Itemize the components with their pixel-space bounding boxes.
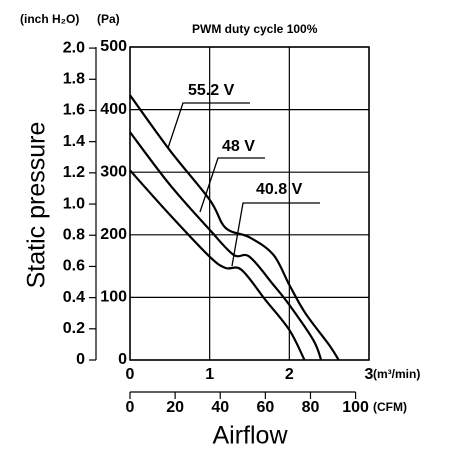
x-tick-label: 3 — [365, 366, 374, 383]
x-tick-label: 0 — [126, 366, 135, 383]
y-tick-label: 300 — [100, 163, 127, 180]
y-tick-label: 200 — [100, 226, 127, 243]
y-label: Static pressure — [23, 122, 51, 289]
y2-tick-label: 1.4 — [63, 133, 85, 150]
x-unit: (m³/min) — [373, 367, 420, 381]
y2-tick-label: 1.2 — [63, 164, 85, 181]
y-unit: (Pa) — [97, 12, 120, 26]
pq-curve — [129, 169, 306, 361]
x2-tick-label: 0 — [126, 399, 135, 416]
leader-line — [167, 102, 250, 149]
y-tick-label: 0 — [118, 351, 127, 368]
x2-tick-label: 100 — [342, 399, 369, 416]
y2-tick-label: 0.6 — [63, 258, 85, 275]
y2-tick-label: 0.8 — [63, 226, 85, 243]
x2-tick-label: 20 — [166, 399, 184, 416]
x-tick-label: 2 — [285, 366, 294, 383]
y-tick-label: 500 — [100, 38, 127, 55]
y2-tick-label: 0 — [76, 351, 85, 368]
y2-tick-label: 2.0 — [63, 39, 85, 56]
x-tick-label: 1 — [205, 366, 214, 383]
y2-tick-label: 1.0 — [63, 195, 85, 212]
pq-curve — [129, 94, 340, 361]
x2-unit: (CFM) — [373, 400, 407, 414]
y-tick-label: 100 — [100, 289, 127, 306]
x2-tick-label: 60 — [256, 399, 274, 416]
x2-tick-label: 80 — [302, 399, 320, 416]
leader-line — [231, 202, 320, 267]
series-label: 40.8 V — [256, 181, 303, 198]
series-label: 55.2 V — [188, 82, 235, 99]
chart-title: PWM duty cycle 100% — [192, 22, 318, 36]
pq-curve — [129, 131, 323, 361]
y2-tick-label: 1.6 — [63, 102, 85, 119]
x2-tick-label: 40 — [211, 399, 229, 416]
y2-tick-label: 1.8 — [63, 71, 85, 88]
y2-tick-label: 0.2 — [63, 320, 85, 337]
series-label: 48 V — [222, 138, 255, 155]
y2-tick-label: 0.4 — [63, 289, 85, 306]
y-tick-label: 400 — [100, 101, 127, 118]
x-label: Airflow — [212, 422, 288, 450]
y2-unit: (inch H₂O) — [20, 12, 79, 26]
